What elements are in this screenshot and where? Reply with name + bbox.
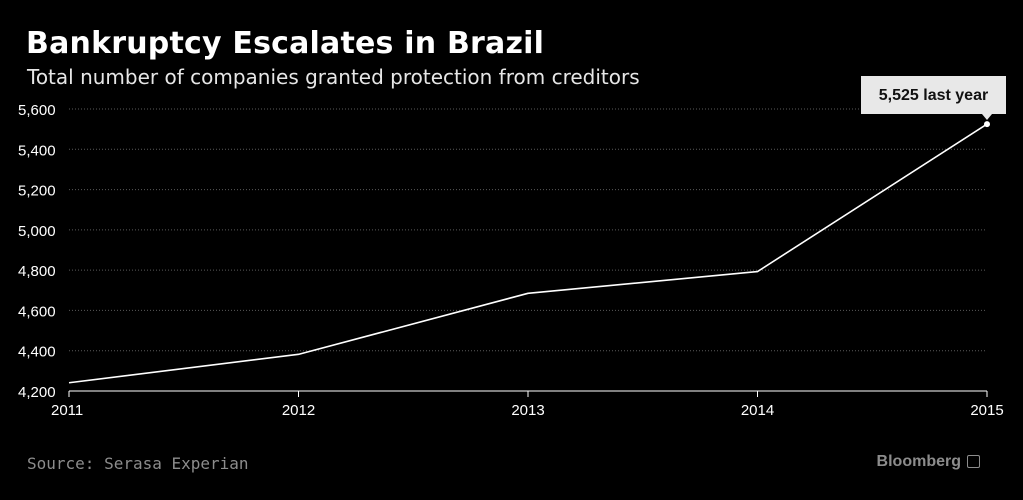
bloomberg-terminal-icon (967, 455, 980, 468)
series-line-group (68, 123, 988, 384)
y-tick-label: 4,800 (18, 263, 56, 280)
y-tick-label: 5,200 (18, 183, 56, 200)
chart-subtitle: Total number of companies granted protec… (27, 65, 640, 89)
callout-label: 5,525 last year (879, 87, 988, 104)
y-axis-ticks: 4,200 4,400 4,600 4,800 5,000 5,200 5,400 5,600 (18, 102, 56, 401)
brand-logo: Bloomberg (876, 453, 961, 470)
callout-pointer (982, 114, 992, 120)
annotation-callout: 5,525 last year (861, 76, 1006, 128)
y-tick-label: 5,400 (18, 142, 56, 159)
y-tick-label: 5,000 (18, 223, 56, 240)
x-tick-label: 2015 (970, 402, 1003, 419)
callout-marker (984, 121, 990, 128)
x-tick-label: 2012 (282, 402, 315, 419)
grid-lines (69, 108, 987, 352)
y-tick-label: 4,600 (18, 303, 56, 320)
x-tick-label: 2011 (51, 402, 83, 419)
callout-box (861, 76, 1006, 114)
y-tick-label: 4,200 (18, 384, 56, 401)
source-note: Source: Serasa Experian (27, 454, 249, 473)
series-line (68, 123, 988, 384)
x-axis-ticks: 2011 2012 2013 2014 2015 (51, 391, 1004, 419)
y-tick-label: 5,600 (18, 102, 56, 119)
x-tick-label: 2014 (741, 402, 774, 419)
x-tick-label: 2013 (511, 402, 544, 419)
chart-title: Bankruptcy Escalates in Brazil (26, 26, 545, 61)
y-tick-label: 4,400 (18, 344, 56, 361)
